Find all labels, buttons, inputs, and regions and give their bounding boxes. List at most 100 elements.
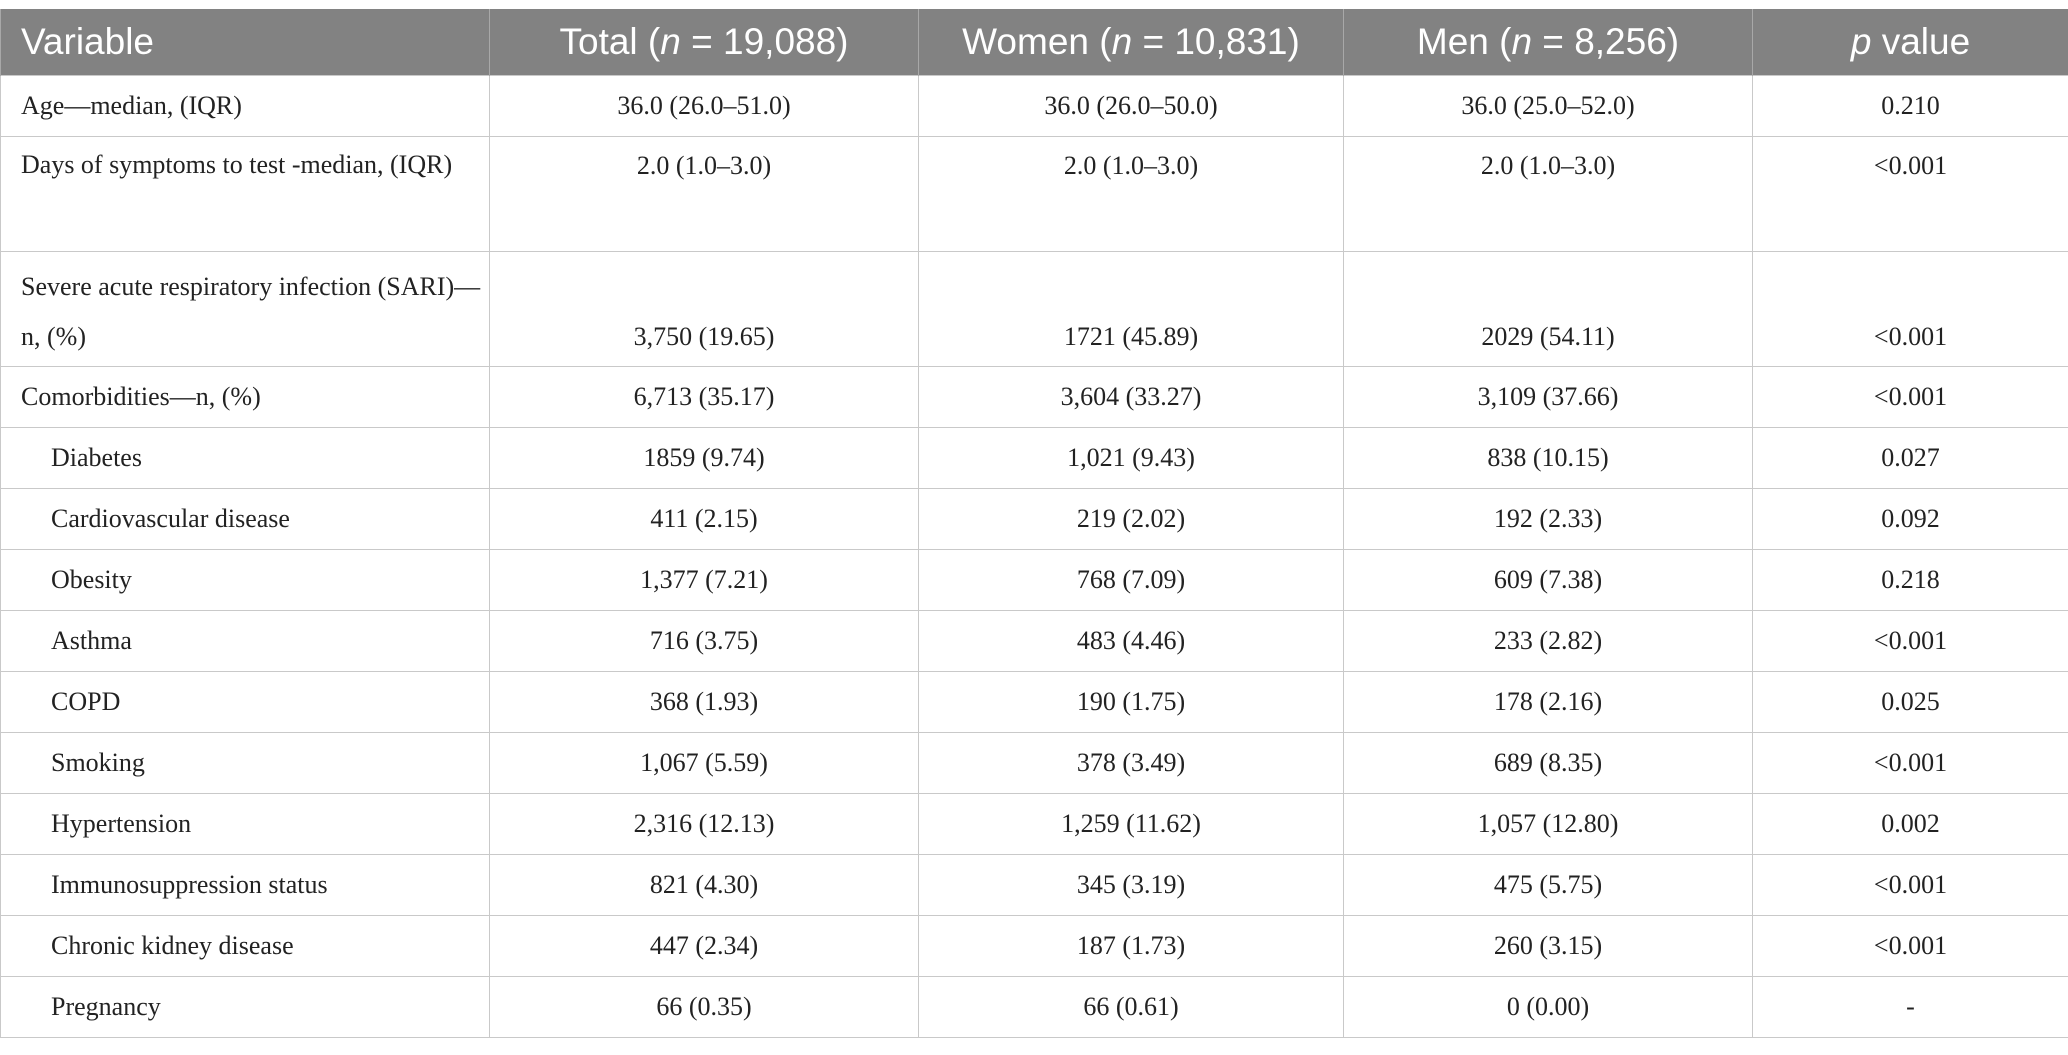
cell-men: 1,057 (12.80) — [1343, 793, 1753, 855]
header-women-post: = 10,831) — [1132, 21, 1300, 62]
cell-p-value: <0.001 — [1752, 610, 2068, 672]
header-p: p — [1850, 21, 1872, 62]
cell-women: 187 (1.73) — [918, 915, 1344, 977]
row-label: Cardiovascular disease — [0, 488, 490, 550]
cell-total: 2,316 (12.13) — [489, 793, 919, 855]
cell-men: 192 (2.33) — [1343, 488, 1753, 550]
table-row-comorbidities: Comorbidities—n, (%) 6,713 (35.17) 3,604… — [0, 366, 2068, 428]
table-row-cardiovascular: Cardiovascular disease 411 (2.15) 219 (2… — [0, 488, 2068, 550]
header-row: Variable Total (n = 19,088) Women (n = 1… — [0, 9, 2068, 76]
cell-p-value: 0.210 — [1752, 75, 2068, 137]
cell-total: 447 (2.34) — [489, 915, 919, 977]
table-row-copd: COPD 368 (1.93) 190 (1.75) 178 (2.16) 0.… — [0, 671, 2068, 733]
cell-women: 483 (4.46) — [918, 610, 1344, 672]
header-total-n: n — [660, 21, 681, 62]
cell-p-value: <0.001 — [1752, 915, 2068, 977]
header-men: Men (n = 8,256) — [1343, 9, 1753, 76]
cell-p-value: <0.001 — [1752, 366, 2068, 428]
cell-total: 36.0 (26.0–51.0) — [489, 75, 919, 137]
cell-men: 3,109 (37.66) — [1343, 366, 1753, 428]
cell-total: 6,713 (35.17) — [489, 366, 919, 428]
table-row-sari: Severe acute respiratory infection (SARI… — [0, 251, 2068, 367]
cell-women: 219 (2.02) — [918, 488, 1344, 550]
cell-p-value: 0.002 — [1752, 793, 2068, 855]
cell-men: 609 (7.38) — [1343, 549, 1753, 611]
table-row-kidney: Chronic kidney disease 447 (2.34) 187 (1… — [0, 915, 2068, 977]
cell-women: 3,604 (33.27) — [918, 366, 1344, 428]
row-label: Pregnancy — [0, 976, 490, 1038]
cell-p-value: <0.001 — [1752, 136, 2068, 252]
cell-men: 36.0 (25.0–52.0) — [1343, 75, 1753, 137]
table-row-pregnancy: Pregnancy 66 (0.35) 66 (0.61) 0 (0.00) - — [0, 976, 2068, 1038]
table-row-smoking: Smoking 1,067 (5.59) 378 (3.49) 689 (8.3… — [0, 732, 2068, 794]
cell-men: 178 (2.16) — [1343, 671, 1753, 733]
cell-total: 2.0 (1.0–3.0) — [489, 136, 919, 252]
row-label: Chronic kidney disease — [0, 915, 490, 977]
table-row-days-symptoms: Days of symptoms to test -median, (IQR) … — [0, 136, 2068, 252]
row-label: Days of symptoms to test -median, (IQR) — [0, 136, 490, 252]
cell-women: 345 (3.19) — [918, 854, 1344, 916]
cell-p-value: <0.001 — [1752, 854, 2068, 916]
cell-men: 233 (2.82) — [1343, 610, 1753, 672]
cell-men: 2029 (54.11) — [1343, 251, 1753, 367]
header-p-post: value — [1871, 21, 1971, 62]
demographics-table: Variable Total (n = 19,088) Women (n = 1… — [0, 9, 2068, 1038]
cell-p-value: 0.027 — [1752, 427, 2068, 489]
row-label: Comorbidities—n, (%) — [0, 366, 490, 428]
row-label: Severe acute respiratory infection (SARI… — [0, 251, 490, 367]
table-row-asthma: Asthma 716 (3.75) 483 (4.46) 233 (2.82) … — [0, 610, 2068, 672]
cell-women: 378 (3.49) — [918, 732, 1344, 794]
cell-women: 190 (1.75) — [918, 671, 1344, 733]
header-men-post: = 8,256) — [1532, 21, 1680, 62]
header-total-post: = 19,088) — [680, 21, 849, 62]
header-men-pre: Men ( — [1416, 21, 1512, 62]
cell-women: 768 (7.09) — [918, 549, 1344, 611]
cell-total: 1,067 (5.59) — [489, 732, 919, 794]
row-label: Diabetes — [0, 427, 490, 489]
header-variable: Variable — [0, 9, 490, 76]
header-total: Total (n = 19,088) — [489, 9, 919, 76]
cell-total: 1859 (9.74) — [489, 427, 919, 489]
row-label: COPD — [0, 671, 490, 733]
cell-women: 36.0 (26.0–50.0) — [918, 75, 1344, 137]
row-label: Age—median, (IQR) — [0, 75, 490, 137]
cell-total: 368 (1.93) — [489, 671, 919, 733]
cell-women: 2.0 (1.0–3.0) — [918, 136, 1344, 252]
cell-total: 66 (0.35) — [489, 976, 919, 1038]
cell-women: 66 (0.61) — [918, 976, 1344, 1038]
cell-p-value: <0.001 — [1752, 251, 2068, 367]
table-row-obesity: Obesity 1,377 (7.21) 768 (7.09) 609 (7.3… — [0, 549, 2068, 611]
cell-total: 3,750 (19.65) — [489, 251, 919, 367]
header-women-pre: Women ( — [962, 21, 1112, 62]
cell-men: 2.0 (1.0–3.0) — [1343, 136, 1753, 252]
cell-total: 821 (4.30) — [489, 854, 919, 916]
header-men-n: n — [1511, 21, 1533, 62]
cell-men: 838 (10.15) — [1343, 427, 1753, 489]
table-row-age: Age—median, (IQR) 36.0 (26.0–51.0) 36.0 … — [0, 75, 2068, 137]
cell-women: 1,021 (9.43) — [918, 427, 1344, 489]
cell-women: 1721 (45.89) — [918, 251, 1344, 367]
header-women: Women (n = 10,831) — [918, 9, 1344, 76]
cell-men: 0 (0.00) — [1343, 976, 1753, 1038]
cell-p-value: 0.025 — [1752, 671, 2068, 733]
cell-men: 475 (5.75) — [1343, 854, 1753, 916]
header-total-pre: Total ( — [559, 21, 661, 62]
cell-p-value: 0.092 — [1752, 488, 2068, 550]
cell-men: 689 (8.35) — [1343, 732, 1753, 794]
row-label: Obesity — [0, 549, 490, 611]
cell-total: 716 (3.75) — [489, 610, 919, 672]
table-row-hypertension: Hypertension 2,316 (12.13) 1,259 (11.62)… — [0, 793, 2068, 855]
cell-p-value: - — [1752, 976, 2068, 1038]
row-label: Smoking — [0, 732, 490, 794]
cell-p-value: 0.218 — [1752, 549, 2068, 611]
table-row-diabetes: Diabetes 1859 (9.74) 1,021 (9.43) 838 (1… — [0, 427, 2068, 489]
cell-women: 1,259 (11.62) — [918, 793, 1344, 855]
cell-men: 260 (3.15) — [1343, 915, 1753, 977]
cell-total: 411 (2.15) — [489, 488, 919, 550]
header-women-n: n — [1111, 21, 1133, 62]
cell-total: 1,377 (7.21) — [489, 549, 919, 611]
table-header: Variable Total (n = 19,088) Women (n = 1… — [0, 9, 2068, 76]
row-label: Hypertension — [0, 793, 490, 855]
table-body: Age—median, (IQR) 36.0 (26.0–51.0) 36.0 … — [0, 75, 2068, 1038]
row-label: Asthma — [0, 610, 490, 672]
